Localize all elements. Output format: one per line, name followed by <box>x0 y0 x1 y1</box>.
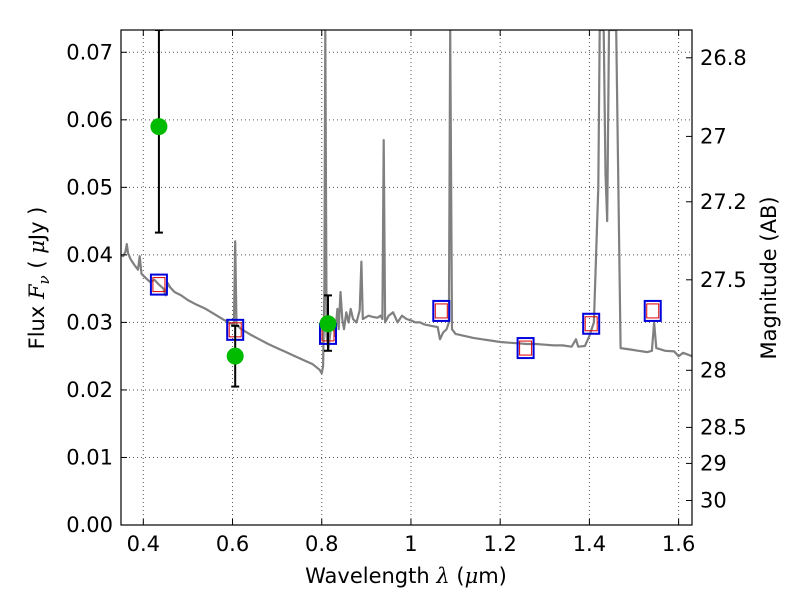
model-point-5 <box>582 312 601 335</box>
right-tick-label-4: 28 <box>700 358 727 382</box>
spectrum-line <box>121 30 692 375</box>
right-tick-label-1: 27 <box>700 124 727 148</box>
model-point-inner-3 <box>434 303 448 319</box>
model-point-inner-6 <box>646 303 660 319</box>
right-tick-label-0: 26.8 <box>700 46 747 70</box>
observed-photometry <box>150 30 337 388</box>
x-tick-label-5: 1.4 <box>573 532 606 556</box>
x-tick-label-3: 1 <box>404 532 417 556</box>
x-tick-label-6: 1.6 <box>662 532 695 556</box>
right-tick-label-2: 27.2 <box>700 190 747 214</box>
y-tick-label-1: 0.01 <box>66 445 113 469</box>
model-point-6 <box>643 299 662 322</box>
observed-point-1 <box>226 347 244 365</box>
x-tick-label-1: 0.6 <box>216 532 249 556</box>
observed-point-0 <box>150 118 168 136</box>
y-axis-title: Flux Fν ( μJy ) <box>25 207 53 350</box>
y-tick-label-2: 0.02 <box>66 378 113 402</box>
y-tick-label-4: 0.04 <box>66 243 113 267</box>
y-tick-label-7: 0.07 <box>66 40 113 64</box>
x-axis-ticks: 0.4 0.6 0.8 1 1.2 1.4 1.6 <box>127 30 695 556</box>
right-tick-label-7: 30 <box>700 488 727 512</box>
observed-point-2 <box>319 315 337 333</box>
plot-area <box>121 30 692 525</box>
y-tick-label-5: 0.05 <box>66 175 113 199</box>
right-tick-label-3: 27.5 <box>700 268 747 292</box>
right-tick-label-6: 29 <box>700 451 727 475</box>
y-tick-label-3: 0.03 <box>66 310 113 334</box>
x-tick-label-0: 0.4 <box>127 532 160 556</box>
model-point-4 <box>516 337 535 360</box>
right-axis-title: Magnitude (AB) <box>757 196 781 359</box>
right-axis-ticks: 26.8 27 27.2 27.5 28 28.5 29 30 <box>686 46 747 512</box>
model-point-inner-5 <box>584 316 598 332</box>
plot-frame <box>120 29 693 526</box>
model-point-0 <box>149 273 168 296</box>
y-tick-label-0: 0.00 <box>66 513 113 537</box>
right-tick-label-5: 28.5 <box>700 415 747 439</box>
x-tick-label-2: 0.8 <box>305 532 338 556</box>
model-point-inner-0 <box>152 277 166 293</box>
grid-lines <box>121 30 692 526</box>
y-tick-label-6: 0.06 <box>66 108 113 132</box>
model-point-3 <box>432 299 451 322</box>
x-tick-label-4: 1.2 <box>483 532 516 556</box>
model-point-inner-4 <box>519 340 533 356</box>
x-axis-title: Wavelength λ (μm) <box>305 564 507 588</box>
y-axis-ticks: 0.00 0.01 0.02 0.03 0.04 0.05 0.06 0.07 <box>66 40 127 537</box>
